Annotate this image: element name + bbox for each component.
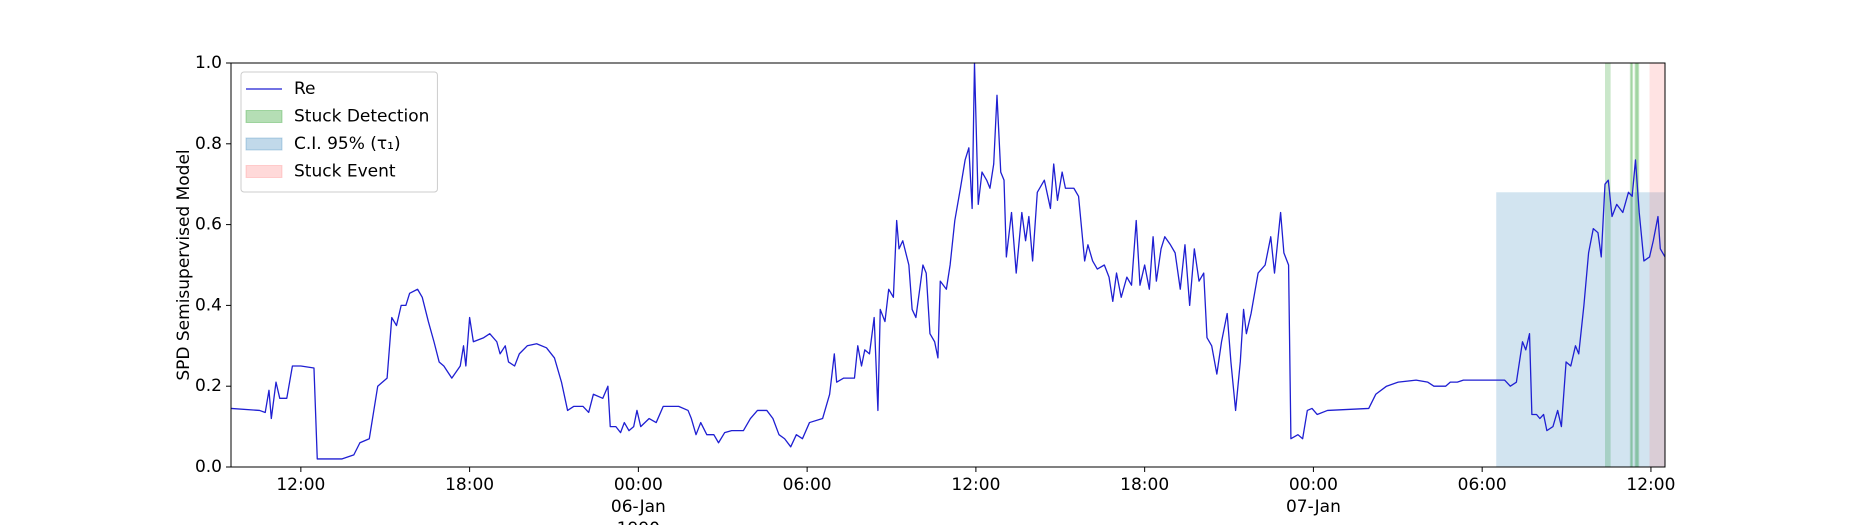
- span-region: [1629, 63, 1634, 467]
- y-tick-label: 0.4: [195, 295, 222, 315]
- legend-label: Stuck Event: [294, 162, 396, 182]
- span-region: [1604, 63, 1611, 467]
- legend-label: Stuck Detection: [294, 107, 429, 127]
- y-tick-label: 1.0: [195, 53, 222, 73]
- data-line: [230, 62, 1666, 460]
- x-tick-label: 18:00: [1120, 475, 1169, 495]
- span-region: [1634, 63, 1640, 467]
- x-tick-label: 06:00: [1458, 475, 1507, 495]
- span-region: [1630, 63, 1633, 467]
- x-tick-label: 00:00 07-Jan: [1286, 475, 1341, 517]
- x-tick-label: 18:00: [445, 475, 494, 495]
- x-tick-label: 12:00: [276, 475, 325, 495]
- legend-patch: [245, 165, 283, 178]
- y-tick-label: 0.8: [195, 134, 222, 154]
- y-tick-label: 0.2: [195, 376, 222, 396]
- legend-label: Re: [294, 79, 316, 99]
- y-axis-label: SPD Semisupervised Model: [174, 149, 194, 380]
- span-region: [1635, 63, 1639, 467]
- legend-box: [240, 71, 438, 193]
- legend-label: C.I. 95% (τ₁): [294, 134, 401, 154]
- legend: Re Stuck Detection C.I. 95% (τ₁) Stuck Even…: [240, 71, 438, 193]
- plot-frame: [230, 62, 1666, 468]
- legend-patch: [245, 137, 283, 151]
- y-tick-label: 0.0: [195, 457, 222, 477]
- x-tick-label: 06:00: [783, 475, 832, 495]
- span-region: [1649, 63, 1665, 467]
- x-tick-label: 12:00: [1626, 475, 1675, 495]
- y-tick-label: 0.6: [195, 215, 222, 235]
- span-region: [1496, 192, 1665, 467]
- x-tick-label: 12:00: [951, 475, 1000, 495]
- legend-patch: [245, 110, 283, 123]
